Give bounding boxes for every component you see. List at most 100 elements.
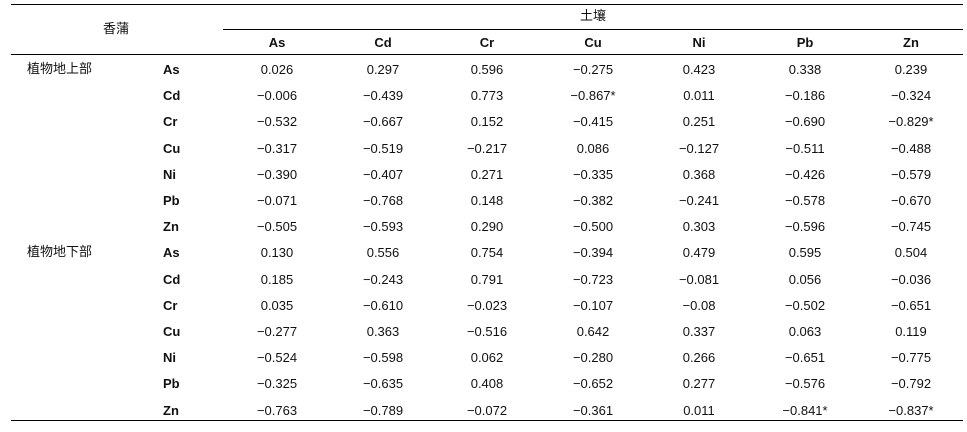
- table-cell: 0.239: [894, 62, 928, 77]
- table-cell: 0.086: [576, 140, 610, 156]
- row-metal-label: Ni: [163, 350, 176, 366]
- table-cell: 0.791: [470, 271, 504, 287]
- table-cell: 0.266: [682, 350, 716, 366]
- column-header: Zn: [903, 35, 919, 50]
- table-cell: −0.579: [890, 166, 932, 182]
- table-cell: 0.773: [470, 88, 504, 104]
- table-cell: 0.423: [682, 62, 716, 77]
- table-cell: −0.361: [572, 402, 614, 418]
- table-cell: −0.867*: [570, 88, 616, 104]
- table-cell: −0.841*: [782, 402, 828, 418]
- table-cell: −0.837*: [888, 402, 934, 418]
- table-cell: 0.338: [788, 62, 822, 77]
- table-cell: 0.026: [260, 62, 294, 77]
- table-cell: −0.598: [362, 350, 404, 366]
- table-cell: 0.504: [894, 245, 928, 261]
- table-cell: −0.723: [572, 271, 614, 287]
- table-cell: 0.408: [470, 376, 504, 392]
- column-header: Cu: [584, 35, 602, 50]
- table-cell: −0.593: [362, 219, 404, 235]
- row-metal-label: Zn: [163, 219, 179, 235]
- table-cell: −0.768: [362, 193, 404, 208]
- table-cell: −0.505: [256, 219, 298, 235]
- table-cell: −0.006: [256, 88, 298, 104]
- table-cell: 0.303: [682, 219, 716, 235]
- table-cell: 0.130: [260, 245, 294, 261]
- table-cell: −0.407: [362, 166, 404, 182]
- column-header: As: [268, 35, 286, 50]
- table-cell: 0.119: [895, 324, 927, 339]
- table-cell: 0.596: [470, 62, 504, 77]
- table-cell: 0.056: [788, 271, 822, 287]
- table-cell: 0.754: [470, 245, 504, 261]
- table-cell: 0.063: [788, 324, 822, 339]
- table-cell: −0.324: [890, 88, 932, 104]
- table-cell: −0.186: [784, 88, 826, 104]
- table-cell: 0.556: [366, 245, 400, 261]
- table-cell: −0.829*: [888, 114, 934, 130]
- table-cell: −0.426: [784, 166, 826, 182]
- table-cell: −0.241: [678, 193, 720, 208]
- table-cell: −0.670: [890, 193, 932, 208]
- table-cell: −0.071: [256, 193, 298, 208]
- table-cell: 0.642: [576, 324, 610, 339]
- table-cell: 0.062: [470, 350, 504, 366]
- table-cell: −0.596: [784, 219, 826, 235]
- table-cell: −0.500: [572, 219, 614, 235]
- row-metal-label: Cd: [163, 271, 181, 287]
- row-metal-label: Pb: [163, 193, 180, 208]
- table-cell: −0.243: [362, 271, 404, 287]
- row-metal-label: As: [163, 62, 180, 77]
- table-cell: −0.775: [890, 350, 932, 366]
- table-top-rule: [11, 4, 963, 5]
- table-cell: −0.652: [572, 376, 614, 392]
- row-metal-label: As: [163, 245, 180, 261]
- row-metal-label: Cd: [163, 88, 181, 104]
- table-cell: −0.127: [678, 140, 720, 156]
- table-cell: −0.516: [466, 324, 508, 339]
- column-header: Cr: [479, 35, 495, 50]
- column-header-rule: [11, 54, 963, 55]
- table-cell: −0.081: [678, 271, 720, 287]
- column-header: Pb: [796, 35, 814, 50]
- row-metal-label: Ni: [163, 166, 176, 182]
- table-cell: −0.107: [572, 297, 614, 313]
- table-cell: −0.502: [784, 297, 826, 313]
- table-cell: −0.635: [362, 376, 404, 392]
- table-cell: −0.325: [256, 376, 298, 392]
- table-cell: −0.023: [466, 297, 508, 313]
- column-header: Ni: [692, 35, 706, 50]
- table-cell: −0.578: [784, 193, 826, 208]
- table-cell: 0.035: [260, 297, 294, 313]
- row-metal-label: Cu: [163, 324, 181, 339]
- table-cell: 0.337: [682, 324, 716, 339]
- table-cell: −0.036: [890, 271, 932, 287]
- row-metal-label: Zn: [163, 402, 179, 418]
- table-cell: 0.185: [260, 271, 294, 287]
- table-cell: 0.271: [470, 166, 504, 182]
- row-metal-label: Cr: [163, 297, 178, 313]
- table-cell: −0.524: [256, 350, 298, 366]
- table-cell: −0.576: [784, 376, 826, 392]
- table-cell: −0.519: [362, 140, 404, 156]
- table-cell: 0.297: [366, 62, 400, 77]
- table-cell: −0.745: [890, 219, 932, 235]
- table-cell: 0.277: [682, 376, 716, 392]
- table-cell: 0.290: [470, 219, 504, 235]
- table-cell: −0.072: [466, 402, 508, 418]
- table-cell: 0.148: [470, 193, 504, 208]
- table-cell: −0.382: [572, 193, 614, 208]
- table-cell: −0.439: [362, 88, 404, 104]
- table-cell: −0.488: [890, 140, 932, 156]
- table-cell: −0.394: [572, 245, 614, 261]
- group-label: 植物地上部: [27, 62, 93, 77]
- table-cell: −0.317: [256, 140, 298, 156]
- table-cell: −0.390: [256, 166, 298, 182]
- table-cell: −0.789: [362, 402, 404, 418]
- table-cell: 0.479: [682, 245, 716, 261]
- table-cell: 0.011: [683, 88, 715, 104]
- table-cell: −0.667: [362, 114, 404, 130]
- table-cell: −0.217: [466, 140, 508, 156]
- table-cell: 0.595: [788, 245, 822, 261]
- table-cell: 0.368: [682, 166, 716, 182]
